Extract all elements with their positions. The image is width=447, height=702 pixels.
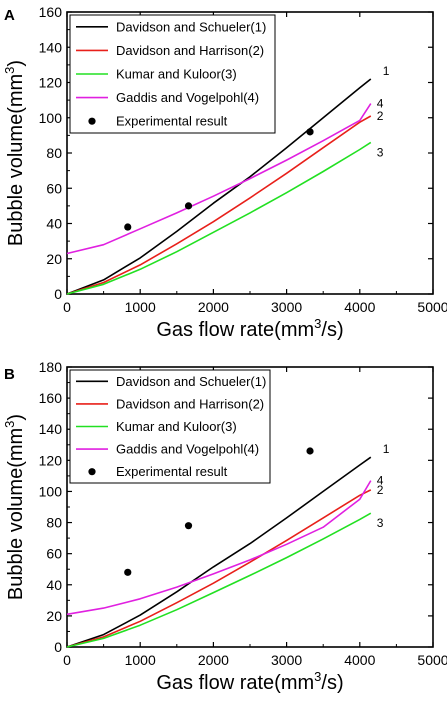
y-tick-label: 40: [46, 577, 62, 593]
experimental-point: [184, 522, 193, 530]
y-tick-label: 100: [39, 110, 63, 126]
x-axis-title: Gas flow rate(mm3/s): [156, 316, 343, 341]
series-line-1: [66, 78, 372, 295]
series-line-2: [66, 115, 372, 295]
curve-label-3: 3: [377, 516, 384, 530]
y-tick-label: 80: [46, 515, 62, 531]
legend-swatch-dot: [88, 468, 96, 476]
experimental-point: [124, 568, 132, 576]
x-tick-label: 4000: [344, 652, 375, 668]
x-tick-label: 5000: [417, 299, 447, 315]
curve-label-2: 2: [377, 109, 384, 123]
panel-letter: B: [4, 366, 15, 383]
x-axis-title: Gas flow rate(mm3/s): [156, 669, 343, 694]
y-tick-label: 160: [39, 390, 63, 406]
experimental-point: [306, 447, 314, 455]
y-axis-title: Bubble volume(mm3): [2, 414, 27, 600]
y-tick-label: 140: [39, 421, 63, 437]
legend-label: Kumar and Kuloor(3): [116, 67, 237, 82]
y-tick-label: 40: [46, 216, 62, 232]
legend-label: Davidson and Schueler(1): [116, 19, 266, 34]
legend-label: Gaddis and Vogelpohl(4): [116, 90, 259, 105]
curve-label-4: 4: [377, 97, 384, 111]
series-line-4: [66, 103, 372, 255]
x-tick-label: 1000: [125, 299, 156, 315]
legend-label: Kumar and Kuloor(3): [116, 419, 237, 434]
experimental-point: [124, 223, 132, 231]
series-line-4: [66, 480, 372, 616]
legend-label: Davidson and Harrison(2): [116, 43, 264, 58]
x-tick-label: 2000: [198, 652, 229, 668]
curve-label-1: 1: [383, 64, 390, 78]
y-tick-label: 20: [46, 251, 62, 267]
legend-label: Experimental result: [116, 114, 228, 129]
legend-label: Davidson and Schueler(1): [116, 374, 266, 389]
y-tick-label: 180: [39, 359, 63, 375]
experimental-point: [184, 202, 193, 210]
chart-panel-b: B 0 1000 2000 3000 4000 5000 0 20 40 60 80 100 120 140…: [2, 359, 447, 694]
x-tick-label: 3000: [271, 299, 302, 315]
x-tick-label: 1000: [125, 652, 156, 668]
curve-label-1: 1: [383, 442, 390, 456]
legend: Davidson and Schueler(1) Davidson and Har…: [69, 14, 276, 134]
x-tick-label: 0: [63, 652, 71, 668]
y-tick-label: 0: [54, 639, 62, 655]
y-tick-label: 80: [46, 145, 62, 161]
x-tick-label: 2000: [198, 299, 229, 315]
y-tick-label: 120: [39, 75, 63, 91]
y-tick-label: 160: [39, 4, 63, 20]
x-tick-label: 0: [63, 299, 71, 315]
curve-label-4: 4: [377, 474, 384, 488]
chart-panel-a: A 0 1000 2000 3000 4000 5000 0 20 40 60 80 100 120 140…: [2, 4, 447, 341]
curve-label-3: 3: [377, 145, 384, 159]
legend: Davidson and Schueler(1) Davidson and Har…: [69, 369, 271, 484]
y-tick-label: 100: [39, 483, 63, 499]
y-tick-label: 20: [46, 608, 62, 624]
experimental-point: [306, 128, 314, 136]
legend-swatch-dot: [88, 117, 96, 125]
series-line-3: [66, 512, 372, 648]
curve-label-2: 2: [377, 483, 384, 497]
panel-letter: A: [4, 7, 15, 24]
legend-label: Experimental result: [116, 464, 228, 479]
y-axis-title: Bubble volume(mm3): [2, 60, 27, 246]
y-tick-label: 140: [39, 39, 63, 55]
series-line-1: [66, 456, 372, 648]
y-tick-label: 120: [39, 452, 63, 468]
legend-label: Gaddis and Vogelpohl(4): [116, 442, 259, 457]
x-tick-label: 4000: [344, 299, 375, 315]
y-tick-label: 60: [46, 180, 62, 196]
legend-label: Davidson and Harrison(2): [116, 396, 264, 411]
y-tick-label: 60: [46, 546, 62, 562]
x-tick-label: 5000: [417, 652, 447, 668]
x-tick-label: 3000: [271, 652, 302, 668]
series-line-2: [66, 489, 372, 648]
series-line-3: [66, 141, 372, 295]
y-tick-label: 0: [54, 286, 62, 302]
